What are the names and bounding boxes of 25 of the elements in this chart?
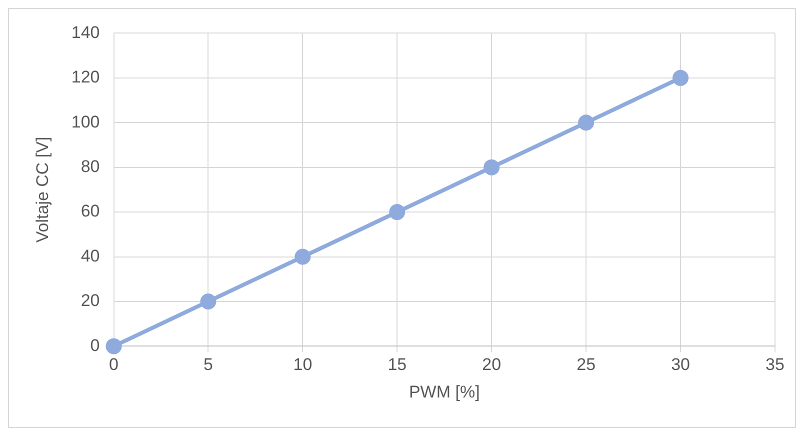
y-tick-label: 0 xyxy=(90,336,100,355)
point xyxy=(578,114,594,131)
x-tick-label: 15 xyxy=(388,355,407,374)
x-tick-label: 10 xyxy=(293,355,312,374)
point xyxy=(672,70,689,86)
x-tick-label: 0 xyxy=(109,355,118,374)
y-tick-label: 40 xyxy=(80,246,100,266)
point xyxy=(200,293,216,310)
y-tick-label: 80 xyxy=(80,157,100,176)
x-tick-label: 30 xyxy=(671,355,690,374)
y-tick-label: 140 xyxy=(71,22,100,42)
y-tick-label: 120 xyxy=(71,68,100,87)
y-tick-label: 20 xyxy=(80,291,100,310)
x-tick-label: 20 xyxy=(482,355,502,374)
x-tick-label: 35 xyxy=(766,355,784,374)
x-tick-label: 25 xyxy=(576,355,596,374)
x-axis-title: PWM [%] xyxy=(408,382,480,402)
y-tick-label: 100 xyxy=(71,112,100,132)
point xyxy=(389,204,406,220)
y-tick-label: 60 xyxy=(80,202,100,221)
y-axis-title: Voltaje CC [V] xyxy=(32,136,52,243)
point xyxy=(106,338,122,354)
point xyxy=(294,248,311,265)
point xyxy=(484,159,500,176)
x-tick-label: 5 xyxy=(203,355,213,374)
